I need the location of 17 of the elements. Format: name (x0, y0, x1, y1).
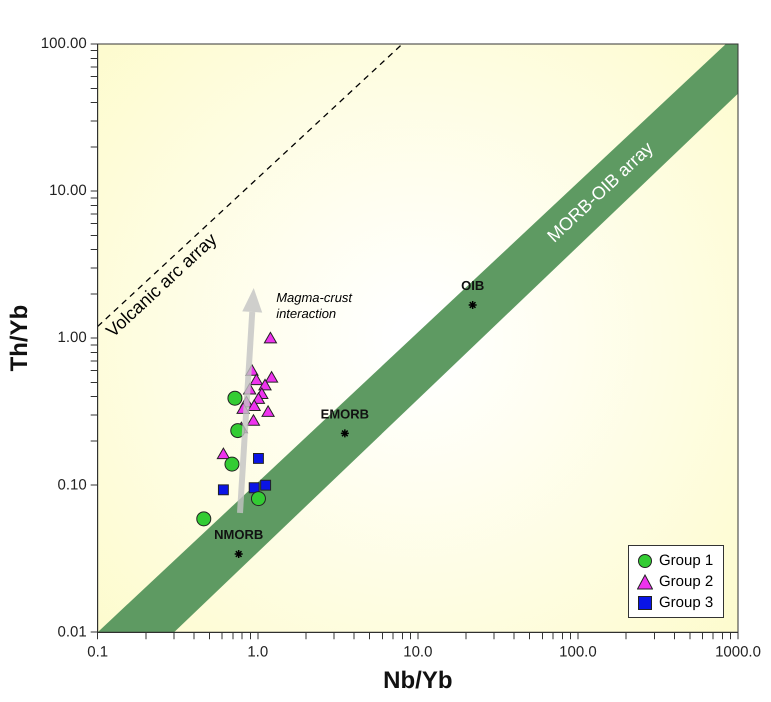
legend-label: Group 3 (659, 594, 714, 612)
x-tick-label: 1000.0 (715, 643, 761, 660)
x-tick-label: 0.1 (87, 643, 108, 660)
y-tick-label: 10.00 (49, 182, 87, 200)
x-tick-label: 1.0 (247, 643, 268, 660)
annotation: NMORB (214, 527, 264, 542)
x-axis-title: Nb/Yb (383, 667, 453, 694)
legend-label: Group 2 (659, 573, 714, 590)
x-tick-label: 100.0 (559, 643, 597, 660)
y-axis-title: Th/Yb (6, 304, 34, 372)
annotation: Magma-crust interaction (276, 290, 354, 322)
x-tick-label: 10.0 (403, 643, 432, 660)
y-tick-label: 0.10 (57, 476, 87, 494)
y-tick-label: 0.01 (57, 623, 87, 640)
y-tick-label: 100.00 (40, 35, 87, 52)
legend-label: Group 1 (659, 552, 714, 570)
y-tick-label: 1.00 (57, 329, 87, 346)
